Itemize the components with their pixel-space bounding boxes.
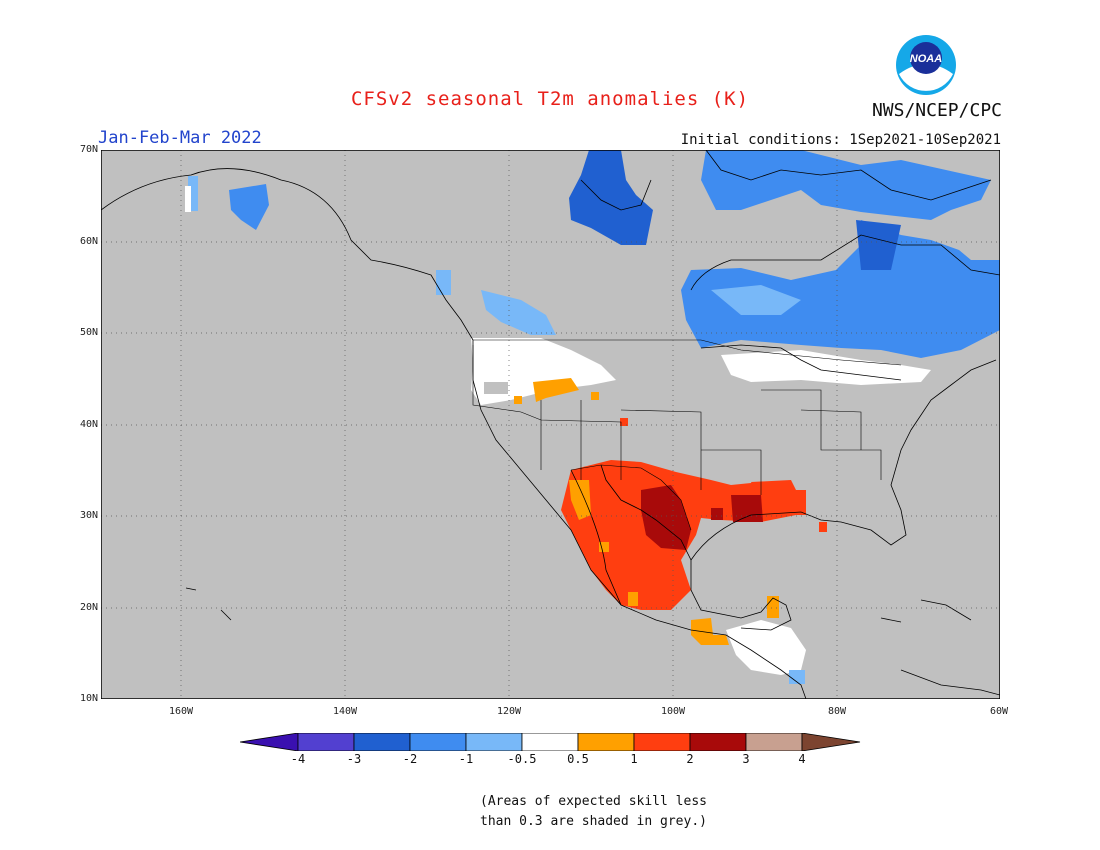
lon-label: 60W xyxy=(989,706,1009,717)
colorbar xyxy=(240,733,861,751)
lon-label: 100W xyxy=(660,706,686,717)
chart-title: CFSv2 seasonal T2m anomalies (K) xyxy=(350,88,750,110)
lon-label: 120W xyxy=(496,706,522,717)
colorbar-label: 1 xyxy=(630,752,638,766)
noaa-logo: NOAA xyxy=(896,35,956,95)
colorbar-extend-low xyxy=(240,733,299,751)
colorbar-label: 3 xyxy=(742,752,750,766)
lat-label: 40N xyxy=(79,419,98,430)
political-borders xyxy=(472,339,902,531)
colorbar-label: -4 xyxy=(290,752,306,766)
lat-label: 20N xyxy=(79,602,98,613)
anomaly-map xyxy=(101,150,1000,699)
colorbar-label: 4 xyxy=(798,752,806,766)
colorbar-label: 0.5 xyxy=(567,752,589,766)
skill-note-line: (Areas of expected skill less xyxy=(480,794,707,809)
colorbar-cell xyxy=(521,733,579,751)
svg-text:NOAA: NOAA xyxy=(910,53,942,65)
forecast-period: Jan-Feb-Mar 2022 xyxy=(98,128,262,148)
colorbar-cell xyxy=(745,733,803,751)
lon-label: 80W xyxy=(827,706,847,717)
colorbar-cell xyxy=(465,733,523,751)
lat-label: 70N xyxy=(79,144,98,155)
skill-note: (Areas of expected skill less than 0.3 a… xyxy=(480,792,707,832)
lon-label: 140W xyxy=(332,706,358,717)
colorbar-cell xyxy=(353,733,411,751)
colorbar-cell xyxy=(297,733,355,751)
colorbar-label: -0.5 xyxy=(507,752,537,766)
colorbar-label: -3 xyxy=(346,752,362,766)
initial-conditions: Initial conditions: 1Sep2021-10Sep2021 xyxy=(680,132,1001,148)
colorbar-cell xyxy=(577,733,635,751)
colorbar-cell xyxy=(409,733,467,751)
lat-label: 10N xyxy=(79,693,98,704)
colorbar-cell xyxy=(689,733,747,751)
colorbar-label: -1 xyxy=(458,752,474,766)
colorbar-extend-high xyxy=(801,733,861,751)
lat-label: 50N xyxy=(79,327,98,338)
skill-note-line: than 0.3 are shaded in grey.) xyxy=(480,814,707,829)
colorbar-label: -2 xyxy=(402,752,418,766)
anomaly-regions xyxy=(185,150,1000,684)
lat-label: 30N xyxy=(79,510,98,521)
lat-label: 60N xyxy=(79,236,98,247)
colorbar-cell xyxy=(633,733,691,751)
coastlines xyxy=(101,150,1000,699)
colorbar-label: 2 xyxy=(686,752,694,766)
agency-label: NWS/NCEP/CPC xyxy=(871,100,1002,121)
lon-label: 160W xyxy=(168,706,194,717)
